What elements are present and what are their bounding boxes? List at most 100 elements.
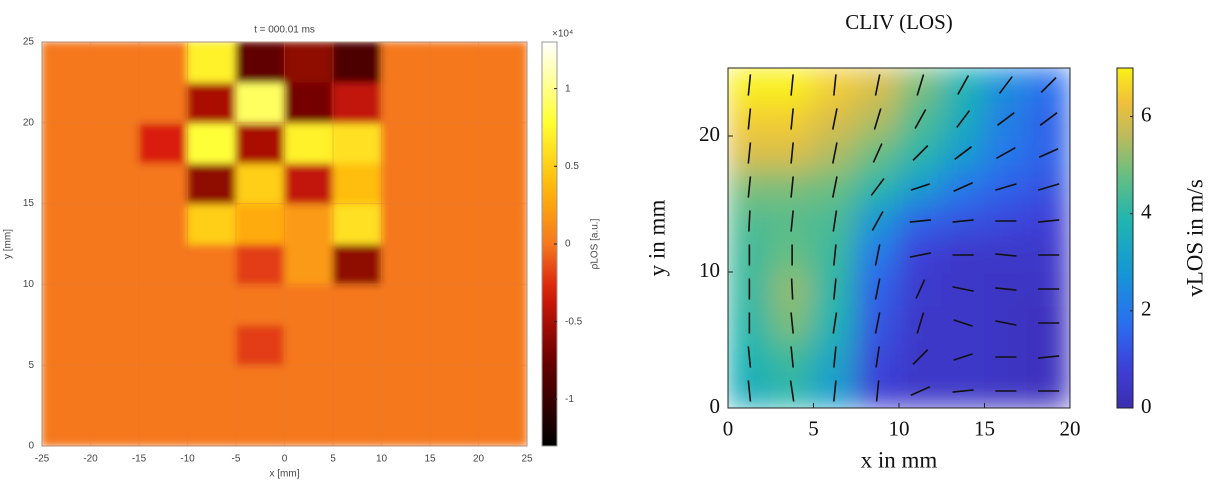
vector-arrow	[995, 320, 1017, 326]
heatmap-cell	[138, 122, 188, 164]
vector-arrow	[747, 380, 752, 402]
heatmap-cell	[478, 324, 527, 366]
colorbar-tick-label: 2	[1141, 297, 1152, 321]
x-tick-label: -15	[132, 454, 147, 465]
vector-arrow	[916, 74, 925, 96]
vector-arrow	[789, 380, 795, 402]
x-axis-label: x [mm]	[270, 469, 300, 480]
vector-arrow	[910, 386, 931, 396]
heatmap-cell	[138, 364, 188, 407]
heatmap-cell	[235, 283, 285, 326]
heatmap-cell	[90, 122, 140, 164]
heatmap-cell	[235, 243, 285, 285]
heatmap-cell	[90, 283, 140, 326]
heatmap-cell	[381, 405, 431, 446]
vector-arrow	[998, 76, 1013, 94]
heatmap-cell	[332, 283, 382, 326]
y-tick-label: 5	[28, 360, 34, 371]
heatmap-cell	[90, 162, 140, 205]
heatmap-cell	[42, 364, 91, 407]
heatmap-cell	[235, 42, 285, 83]
x-tick-label: 15	[424, 454, 436, 465]
x-tick-label: 0	[723, 417, 734, 441]
vector-arrow	[1037, 183, 1060, 191]
y-axis-label: y [mm]	[3, 229, 14, 259]
vector-arrow	[996, 112, 1015, 126]
vector-arrow	[912, 349, 929, 365]
heatmap-cell	[187, 203, 237, 245]
heatmap-cell	[381, 324, 431, 366]
vector-arrow	[831, 176, 838, 198]
vector-arrow	[953, 353, 973, 361]
heatmap-cell	[284, 283, 334, 326]
colorbar-tick-label: -0.5	[565, 316, 583, 327]
heatmap-cell	[429, 243, 479, 285]
heatmap-cell	[478, 203, 527, 245]
chart-title: t = 000.01 ms	[254, 25, 315, 36]
heatmap-cell	[138, 81, 188, 124]
heatmap-cell	[381, 364, 431, 407]
vector-arrow	[790, 142, 794, 164]
heatmap-cell	[42, 162, 91, 205]
x-tick-label: 15	[974, 417, 995, 441]
vector-arrow	[995, 183, 1017, 191]
colorbar-tick-label: 0	[1141, 394, 1152, 418]
vector-arrow	[747, 108, 752, 130]
heatmap-cell	[478, 81, 527, 124]
x-tick-label: 0	[282, 454, 288, 465]
vector-arrow	[916, 312, 925, 334]
heatmap-cell	[138, 203, 188, 245]
heatmap-cell	[235, 324, 285, 366]
vector-arrow	[873, 108, 882, 130]
vector-arrow	[747, 346, 752, 368]
heatmap-cell	[478, 122, 527, 164]
heatmap-cell	[187, 162, 237, 205]
heatmap-cells	[728, 68, 1070, 408]
heatmap-cell	[42, 81, 91, 124]
vector-arrow	[952, 219, 974, 223]
heatmap-cell	[284, 203, 334, 245]
vector-arrow	[953, 182, 973, 192]
heatmap-cell	[235, 122, 285, 164]
colorbar-label: ρ̇LOS [a.u.]	[590, 218, 601, 269]
heatmap-cell	[235, 364, 285, 407]
heatmap-cell	[332, 162, 382, 205]
plot-area	[42, 42, 527, 446]
heatmap-cell	[235, 405, 285, 446]
heatmap-cell	[332, 243, 382, 285]
heatmap-cell	[332, 122, 382, 164]
y-tick-label: 25	[23, 37, 35, 48]
heatmap-cell	[235, 203, 285, 245]
heatmap-cell	[478, 243, 527, 285]
heatmap-cell	[187, 283, 237, 326]
y-tick-label: 10	[699, 258, 720, 282]
heatmap-cell	[284, 122, 334, 164]
heatmap-cell	[187, 364, 237, 407]
y-tick-label: 20	[23, 117, 35, 128]
vector-arrow	[747, 74, 752, 96]
vector-arrow	[748, 210, 751, 232]
vector-arrow	[1038, 148, 1059, 158]
x-tick-label: 5	[808, 417, 819, 441]
vector-arrow	[832, 210, 838, 232]
colorbar-tick-label: 1	[565, 83, 571, 94]
vector-arrow	[790, 312, 794, 334]
x-axis-label: x in mm	[861, 448, 938, 473]
heatmap-cell	[42, 203, 91, 245]
vector-arrow	[957, 75, 970, 95]
heatmap-cell	[381, 81, 431, 124]
vector-arrow	[909, 219, 931, 223]
vector-arrow	[874, 244, 881, 266]
vector-arrow	[995, 287, 1017, 291]
x-tick-label: 20	[1060, 417, 1081, 441]
heatmap-cell	[381, 283, 431, 326]
vector-arrow	[747, 176, 752, 198]
colorbar-tick-label: -1	[565, 394, 574, 405]
vector-arrow	[910, 183, 931, 191]
vector-arrow	[874, 74, 881, 96]
heatmap-cell	[90, 364, 140, 407]
y-tick-label: 10	[23, 279, 35, 290]
heatmap-cell	[42, 405, 91, 446]
vector-arrow	[747, 142, 752, 164]
